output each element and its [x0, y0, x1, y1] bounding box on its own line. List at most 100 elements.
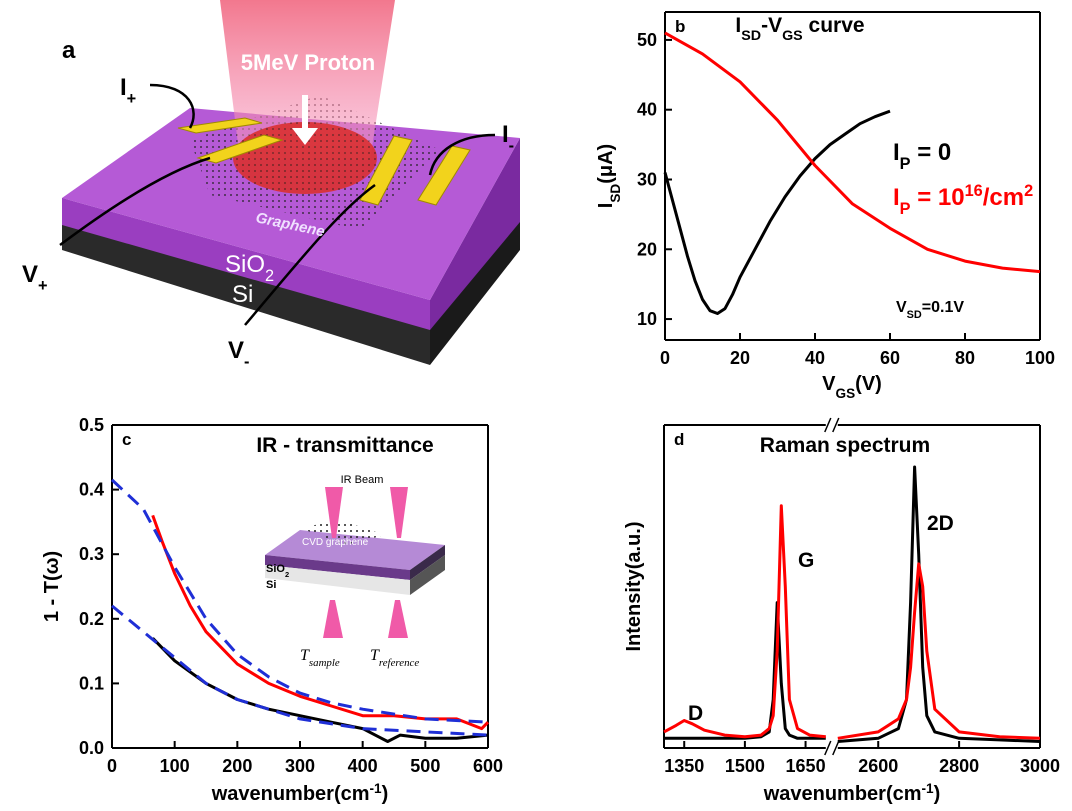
y-tick-label: 10: [637, 309, 657, 329]
text-part: +: [38, 277, 48, 295]
y-tick-label: 20: [637, 239, 657, 259]
text-part: = 0: [911, 139, 952, 166]
inset-label: Tsample: [300, 647, 340, 669]
ir-inset: [265, 487, 445, 638]
text-part: =0.1V: [922, 299, 965, 316]
text-part: I: [502, 121, 509, 148]
text-part: SD: [907, 309, 922, 321]
peak-label: G: [798, 549, 814, 572]
text-part: P: [900, 200, 911, 218]
device-diagram: a 5MeV Proton I+ I- V+ V- Graphene SiO2 …: [22, 0, 520, 371]
x-tick-label: 1650: [786, 756, 826, 776]
text-part: P: [900, 155, 911, 173]
panel-label: c: [122, 430, 131, 449]
series-line: [838, 467, 1040, 742]
x-tick-label: 20: [730, 348, 750, 368]
text-part: V: [22, 261, 38, 288]
text-part: ): [934, 783, 941, 805]
x-tick-label: 2600: [858, 756, 898, 776]
text-part: SD: [741, 28, 761, 44]
text-part: 16: [965, 182, 983, 200]
text-part: -1: [370, 781, 383, 796]
text-part: -1: [922, 781, 935, 796]
inset-label: Si: [266, 579, 276, 591]
beam-label: 5MeV Proton: [241, 50, 375, 75]
x-tick-label: 2800: [939, 756, 979, 776]
y-axis-label: 1 - T(ω): [41, 551, 63, 622]
y-tick-label: 0.5: [79, 415, 104, 435]
figure: a 5MeV Proton I+ I- V+ V- Graphene SiO2 …: [0, 0, 1072, 811]
text-part: ): [382, 783, 389, 805]
text-part: -: [509, 137, 514, 155]
page: { "diagram": { "panel": "a", "beam": "5M…: [0, 0, 1072, 811]
annotation: VSD=0.1V: [896, 299, 964, 321]
x-tick-label: 0: [107, 756, 117, 776]
text-part: 2: [285, 570, 289, 579]
text-part: /cm: [983, 184, 1024, 211]
x-tick-label: 1500: [725, 756, 765, 776]
text-part: sample: [309, 657, 340, 669]
legend-entry: IP = 0: [893, 139, 951, 173]
chart-title: ISD-VGS curve: [735, 14, 864, 44]
inset-beam: [323, 600, 343, 638]
text-part: V: [896, 299, 907, 316]
series-line: [153, 638, 488, 741]
y-tick-label: 30: [637, 169, 657, 189]
inset-beam: [388, 600, 408, 638]
x-tick-label: 400: [348, 756, 378, 776]
x-axis-label: wavenumber(cm-1): [763, 781, 941, 806]
x-tick-label: 40: [805, 348, 825, 368]
text-part: (μA): [595, 144, 617, 184]
text-part: I: [893, 139, 900, 166]
y-tick-label: 0.2: [79, 609, 104, 629]
chart-title: IR - transmittance: [256, 434, 433, 457]
text-part: GS: [836, 386, 856, 401]
text-part: wavenumber(cm: [211, 783, 370, 805]
chart-title: Raman spectrum: [760, 434, 930, 457]
x-tick-label: 200: [222, 756, 252, 776]
text-part: 2: [1024, 182, 1033, 200]
text-part: V: [228, 337, 244, 364]
x-tick-label: 3000: [1020, 756, 1060, 776]
panel-label: d: [674, 430, 684, 449]
text-part: +: [127, 90, 137, 108]
peak-label: 2D: [927, 512, 954, 535]
x-tick-label: 80: [955, 348, 975, 368]
layer-label: Si: [232, 281, 253, 308]
electrode-label: V+: [22, 261, 48, 295]
electrode-label: I+: [120, 74, 136, 108]
x-tick-label: 0: [660, 348, 670, 368]
y-tick-label: 0.3: [79, 544, 104, 564]
text-part: I: [120, 74, 127, 101]
x-tick-label: 500: [410, 756, 440, 776]
panel-label: a: [62, 37, 76, 64]
text-part: SiO: [225, 251, 265, 278]
x-tick-label: 600: [473, 756, 503, 776]
text-part: GS: [782, 28, 803, 44]
series-line: [838, 564, 1040, 738]
peak-label: D: [688, 702, 703, 725]
series-line: [112, 480, 488, 722]
y-tick-label: 0.4: [79, 480, 104, 500]
x-tick-label: 100: [1025, 348, 1055, 368]
y-tick-label: 50: [637, 30, 657, 50]
inset-label: CVD graphene: [302, 537, 369, 548]
text-part: -V: [761, 14, 782, 37]
y-axis-label: Intensity(a.u.): [623, 521, 645, 651]
x-tick-label: 100: [160, 756, 190, 776]
text-part: I: [893, 184, 900, 211]
y-axis-label: ISD(μA): [595, 144, 623, 208]
y-tick-label: 0.0: [79, 738, 104, 758]
text-part: = 10: [911, 184, 965, 211]
text-part: 2: [265, 267, 274, 285]
y-tick-label: 40: [637, 100, 657, 120]
inset-label: Treference: [370, 647, 419, 669]
text-part: curve: [803, 14, 865, 37]
text-part: (V): [855, 373, 882, 395]
x-axis-label: wavenumber(cm-1): [211, 781, 389, 806]
text-part: SiO: [266, 563, 285, 575]
series-line: [665, 111, 890, 313]
